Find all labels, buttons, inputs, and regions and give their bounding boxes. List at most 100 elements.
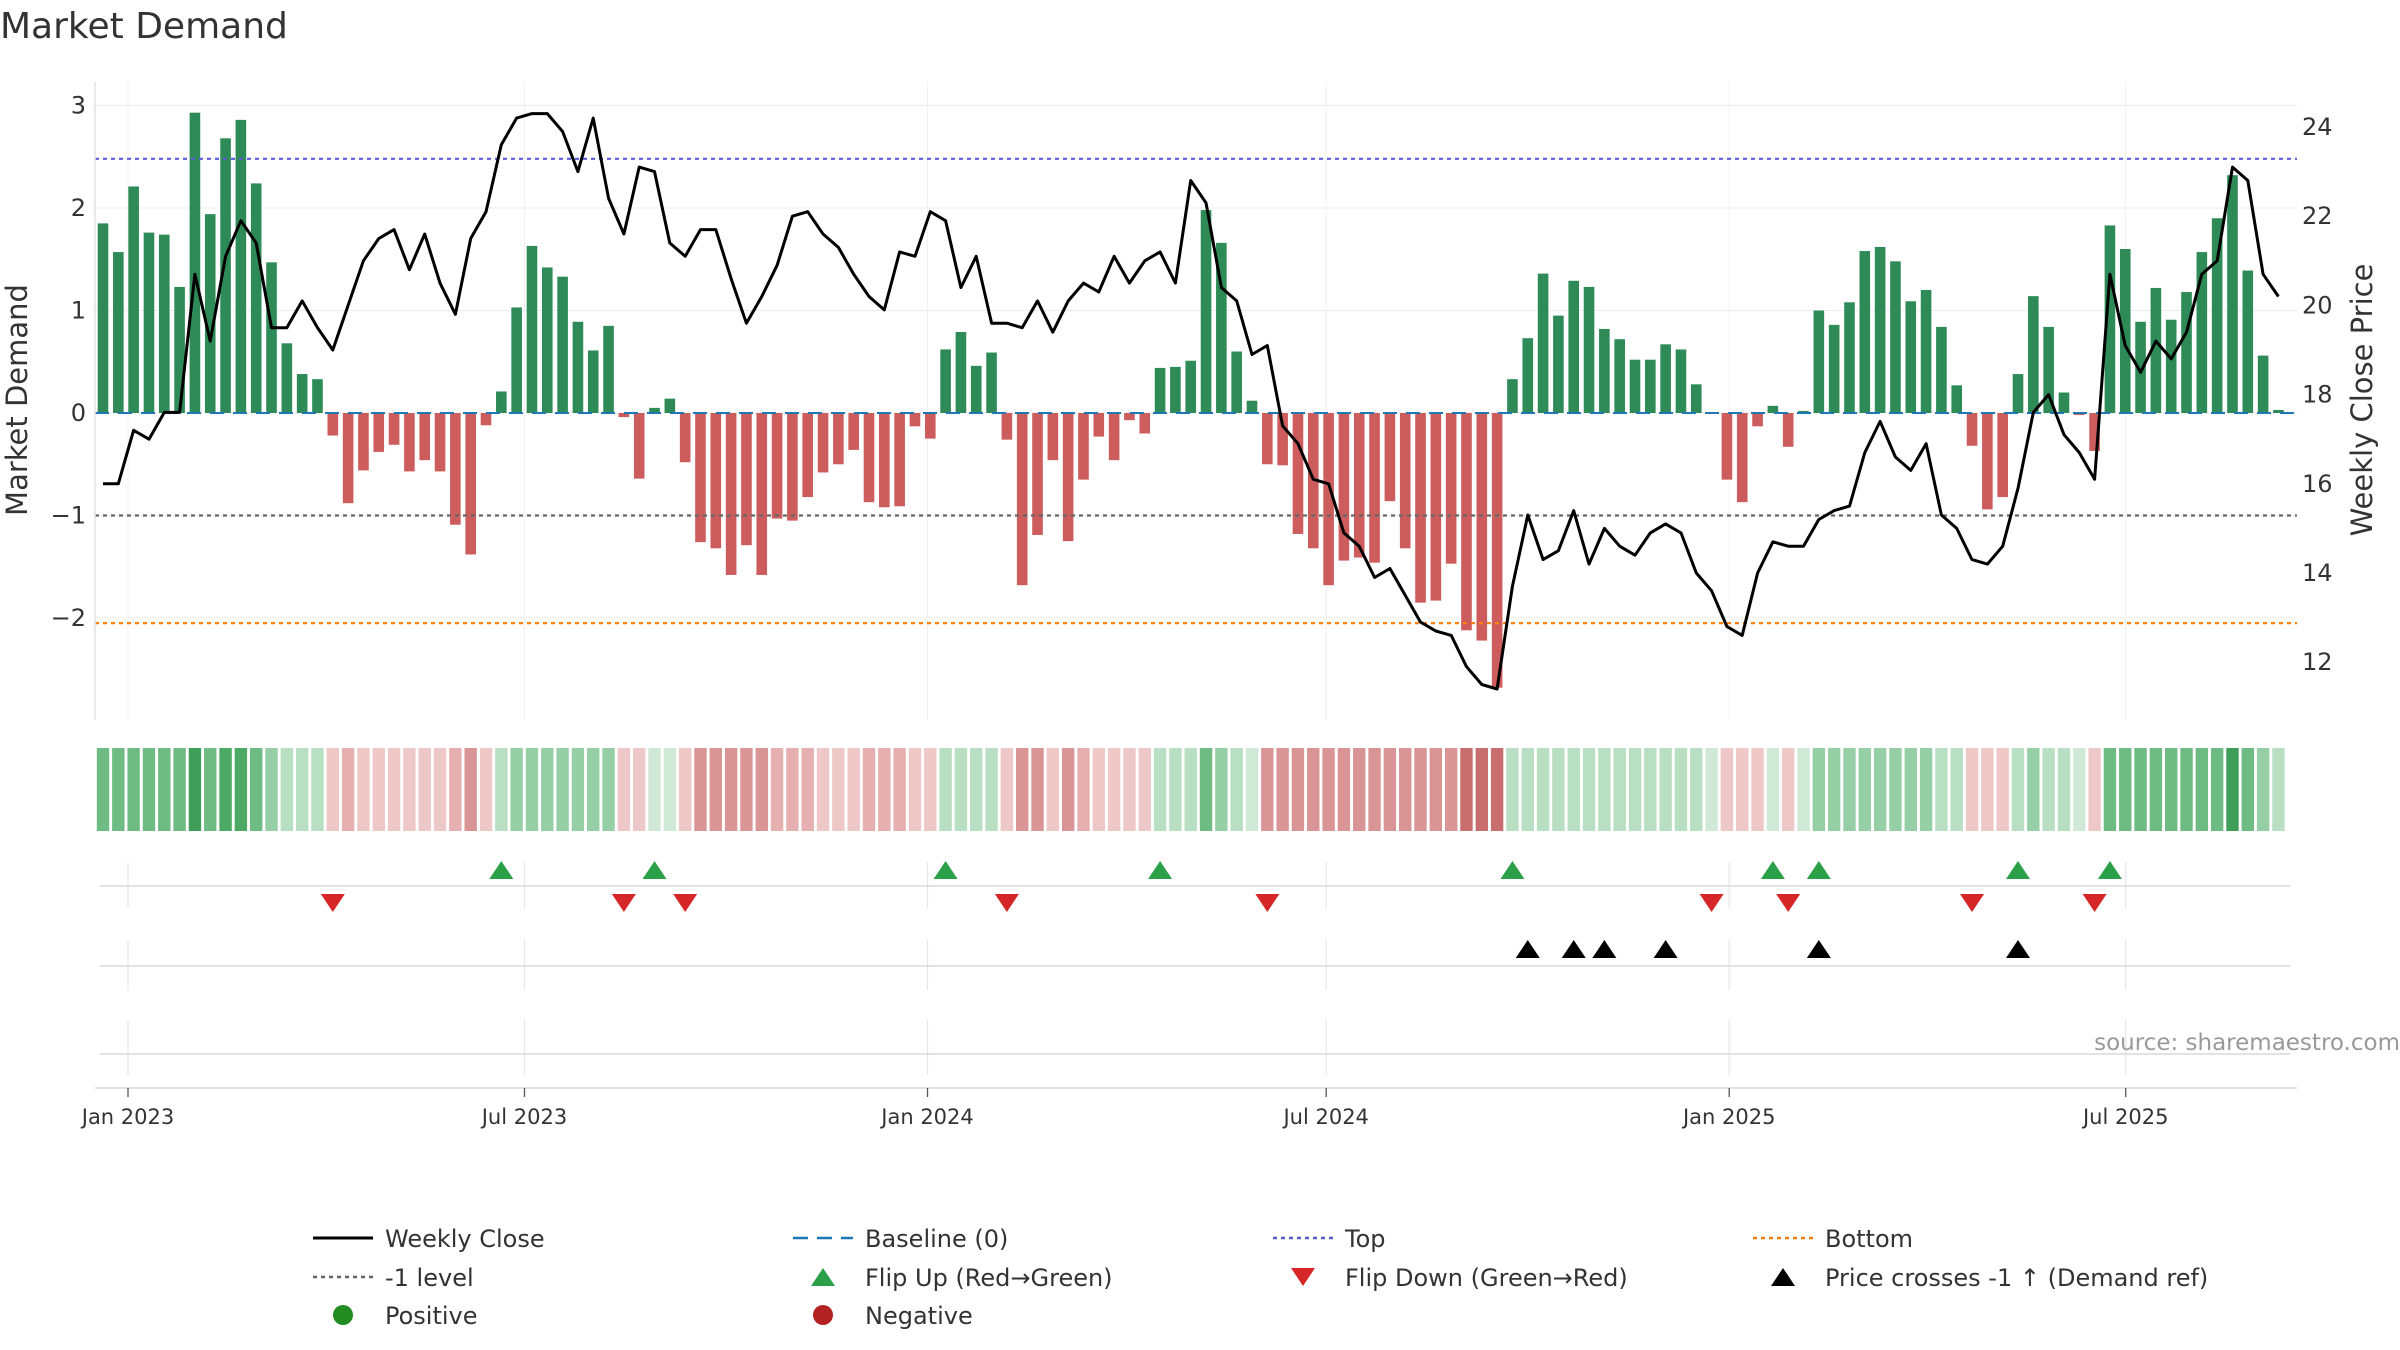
demand-bar xyxy=(833,413,844,465)
flip-up-marker xyxy=(1500,861,1525,879)
demand-bar xyxy=(2012,374,2024,413)
demand-bar xyxy=(1553,315,1564,413)
demand-bar xyxy=(143,232,155,413)
demand-bar xyxy=(618,413,630,418)
heat-cell xyxy=(832,748,845,831)
demand-bar xyxy=(1262,413,1273,465)
demand-bar xyxy=(1231,351,1242,413)
heat-cell xyxy=(1199,748,1213,831)
heat-cell xyxy=(663,748,677,831)
demand-bar xyxy=(557,276,568,413)
heat-cell xyxy=(2256,748,2270,831)
heat-cell xyxy=(1644,748,1657,831)
demand-bar xyxy=(2227,175,2238,413)
heat-cell xyxy=(1444,748,1458,831)
demand-bar xyxy=(204,214,216,413)
demand-bar xyxy=(664,398,676,413)
y2-tick-label: 22 xyxy=(2302,202,2333,230)
price-cross-marker xyxy=(1561,940,1586,958)
x-tick-label: Jul 2025 xyxy=(2081,1105,2168,1129)
heat-cell xyxy=(1092,748,1105,831)
heat-cell xyxy=(2042,748,2055,831)
demand-bar xyxy=(741,413,752,546)
legend-item-positive: Positive xyxy=(333,1302,478,1330)
flip-up-marker xyxy=(1760,861,1785,879)
heat-cell xyxy=(1230,748,1243,831)
legend-item-bottom: Bottom xyxy=(1753,1225,1913,1253)
demand-bar xyxy=(1752,413,1763,427)
heat-cell xyxy=(816,748,830,831)
heat-cell xyxy=(2103,748,2117,831)
heat-cell xyxy=(939,748,952,831)
heat-cell xyxy=(1061,748,1075,831)
heat-cell xyxy=(1475,748,1488,831)
demand-bar xyxy=(986,352,997,413)
heat-cell xyxy=(1245,748,1259,831)
y-tick-label: 0 xyxy=(71,399,86,427)
demand-heat-strip xyxy=(96,748,2285,831)
legend-item-weekly-close: Weekly Close xyxy=(313,1225,545,1253)
demand-bar xyxy=(2089,413,2100,451)
y2-tick-label: 14 xyxy=(2302,559,2333,587)
heat-cell xyxy=(678,748,692,831)
heat-cell xyxy=(1490,748,1504,831)
heat-cell xyxy=(1827,748,1841,831)
demand-bar xyxy=(1491,413,1503,688)
heat-cell xyxy=(510,748,523,831)
heat-cell xyxy=(112,748,125,831)
heat-cell xyxy=(985,748,998,831)
heat-cell xyxy=(1736,748,1749,831)
legend-item-minus-one: -1 level xyxy=(313,1264,474,1292)
demand-bar xyxy=(2211,218,2223,413)
demand-bar xyxy=(1170,366,1181,413)
heat-cell xyxy=(280,748,294,831)
heat-cell xyxy=(1337,748,1351,831)
heat-cell xyxy=(1215,748,1228,831)
demand-bar xyxy=(1736,413,1748,503)
demand-bar xyxy=(2165,319,2177,413)
demand-bar xyxy=(817,413,829,473)
demand-bar xyxy=(787,413,798,521)
demand-bar xyxy=(1047,413,1059,461)
heat-cell xyxy=(2195,748,2209,831)
demand-bar xyxy=(725,413,737,575)
y-axis-label: Market Demand xyxy=(0,284,34,516)
source-note: source: sharemaestro.com xyxy=(2094,1030,2400,1056)
heat-cell xyxy=(2165,748,2178,831)
demand-bar xyxy=(909,413,921,427)
heat-cell xyxy=(1077,748,1090,831)
y-tick-label: −1 xyxy=(51,502,86,530)
demand-bar xyxy=(940,349,951,413)
heat-cell xyxy=(219,748,232,831)
heat-cell xyxy=(1659,748,1672,831)
heat-cell xyxy=(464,748,477,831)
price-cross-marker xyxy=(1806,940,1831,958)
y2-tick-label: 12 xyxy=(2302,648,2333,676)
demand-bar xyxy=(955,332,967,413)
heat-cell xyxy=(617,748,631,831)
demand-bar xyxy=(235,119,247,413)
heat-cell xyxy=(1674,748,1688,831)
demand-bar xyxy=(1905,301,1917,413)
heat-cell xyxy=(2119,748,2132,831)
demand-bar xyxy=(1399,413,1411,549)
demand-bar xyxy=(342,413,354,504)
price-cross-marker xyxy=(1653,940,1678,958)
demand-bar xyxy=(1614,339,1625,413)
heat-cell xyxy=(786,748,799,831)
price-cross-marker xyxy=(1515,940,1540,958)
heat-cell xyxy=(1536,748,1550,831)
demand-bar xyxy=(1997,413,2008,498)
heat-cell xyxy=(295,748,309,831)
demand-bar xyxy=(1139,413,1151,434)
heat-cell xyxy=(1307,748,1320,831)
demand-bar xyxy=(1369,413,1380,563)
flip-up-marker xyxy=(933,861,958,879)
demand-bar xyxy=(1645,359,1656,413)
heat-cell xyxy=(908,748,922,831)
price-cross-marker xyxy=(1592,940,1617,958)
demand-bar xyxy=(2028,296,2039,413)
demand-bar xyxy=(633,413,645,479)
demand-bar xyxy=(97,223,109,413)
demand-bar xyxy=(1767,405,1779,413)
